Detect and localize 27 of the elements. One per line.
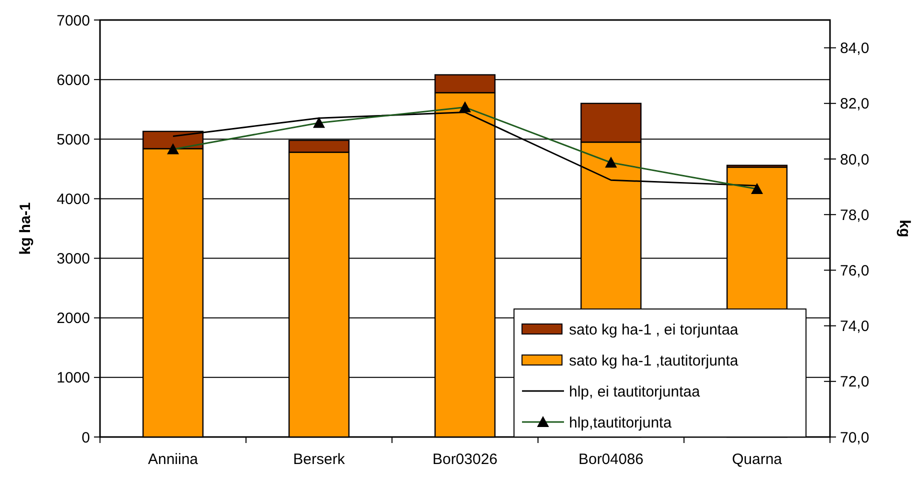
y-tick-label: 5000 bbox=[56, 131, 90, 148]
y2-tick-label: 76,0 bbox=[840, 262, 870, 280]
x-tick-label: Bor03026 bbox=[432, 451, 498, 468]
y2-tick-label: 80,0 bbox=[840, 151, 870, 168]
x-tick-label: Bor04086 bbox=[578, 451, 644, 468]
x-tick-label: Anniina bbox=[148, 451, 199, 468]
y2-axis-title: kg bbox=[896, 220, 913, 238]
legend-label: hlp, ei tautitorjuntaa bbox=[569, 383, 701, 400]
y2-tick-label: 82,0 bbox=[840, 96, 870, 113]
y2-tick-label: 72,0 bbox=[840, 374, 870, 391]
y-tick-label: 0 bbox=[82, 429, 90, 446]
legend-label: sato kg ha-1 ,tautitorjunta bbox=[569, 352, 739, 370]
y2-tick-label: 74,0 bbox=[840, 318, 870, 336]
y-tick-label: 6000 bbox=[56, 72, 90, 89]
x-tick-label: Quarna bbox=[732, 451, 783, 468]
y-tick-label: 2000 bbox=[56, 310, 90, 328]
y2-tick-label: 84,0 bbox=[840, 40, 870, 58]
y-tick-label: 1000 bbox=[56, 370, 90, 387]
y-tick-label: 7000 bbox=[56, 12, 90, 30]
legend-label: hlp,tautitorjunta bbox=[569, 414, 672, 432]
legend-label: sato kg ha-1 , ei torjuntaa bbox=[569, 321, 739, 338]
y2-tick-label: 78,0 bbox=[840, 206, 870, 224]
y-tick-label: 4000 bbox=[56, 190, 90, 208]
y-axis-title: kg ha-1 bbox=[17, 202, 34, 255]
x-tick-label: Berserk bbox=[293, 451, 346, 468]
y-tick-label: 3000 bbox=[56, 250, 90, 268]
y2-tick-label: 70,0 bbox=[840, 429, 870, 446]
